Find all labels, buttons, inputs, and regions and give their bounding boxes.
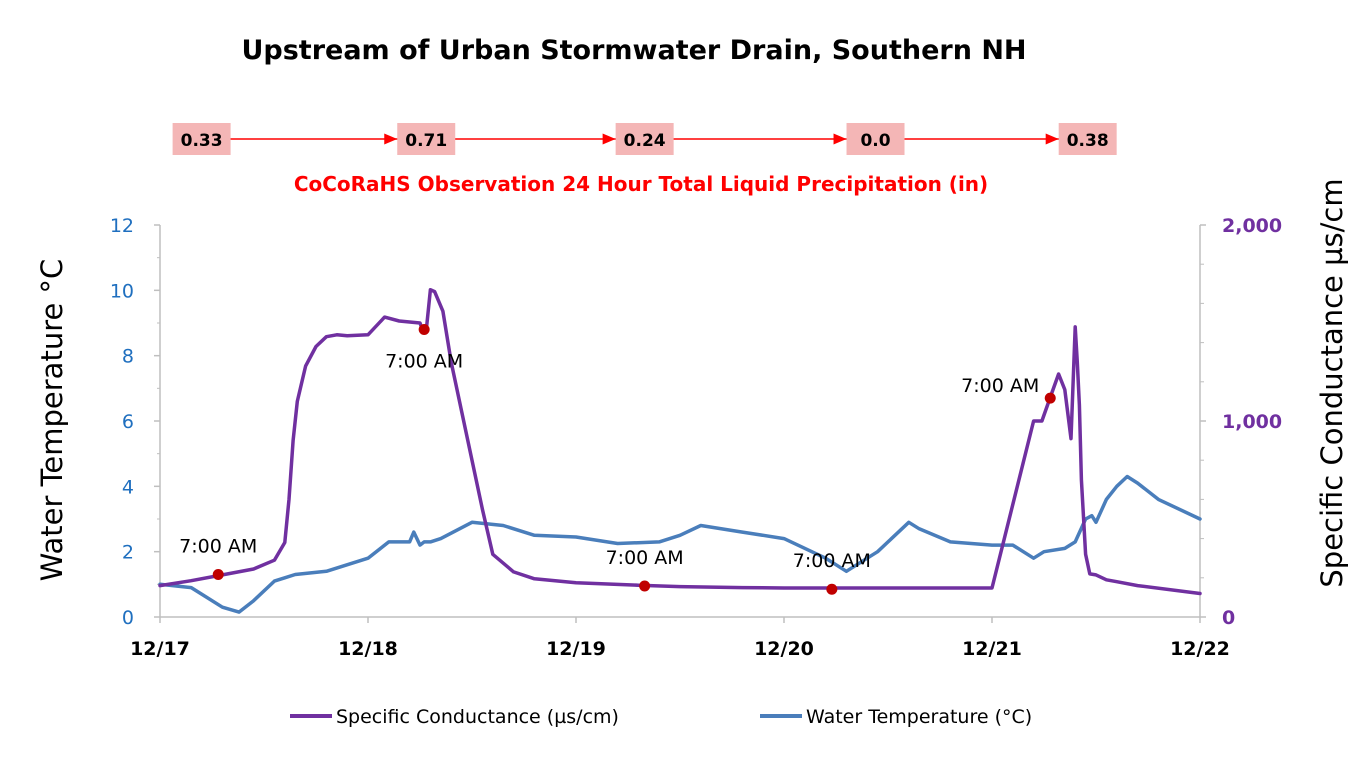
observation-label: 7:00 AM: [961, 375, 1039, 397]
y-axis-title: Water Temperature °C: [35, 259, 69, 582]
observation-label: 7:00 AM: [606, 547, 684, 569]
precip-arrowhead: [602, 133, 616, 145]
y2-axis-title: Specific Conductance µs/cm: [1315, 178, 1349, 587]
observation-dot: [418, 324, 430, 336]
annotations: 7:00 AM 7:00 AM 7:00 AM 7:00 AM 7:00 AM: [179, 324, 1056, 595]
x-tick-label: 12/22: [1170, 638, 1230, 660]
x-tick-label: 12/19: [546, 638, 606, 660]
x-tick-label: 12/18: [338, 638, 398, 660]
precip-box: [615, 123, 674, 155]
legend-label-conductance: Specific Conductance (µs/cm): [336, 706, 619, 728]
legend-label-temperature: Water Temperature (°C): [806, 706, 1032, 728]
precipitation-row: 0.33 0.71 0.24 0.0 0.38: [172, 123, 1117, 155]
observation-dot: [826, 583, 838, 595]
y-tick-label: 6: [122, 411, 134, 433]
x-tick-label: 12/20: [754, 638, 814, 660]
axes: 0 2 4 6 8 10 12 0 1,000 2,000 12/17 12/18 12/19 12/20…: [110, 215, 1282, 660]
precip-title: CoCoRaHS Observation 24 Hour Total Liqui…: [294, 172, 988, 196]
precip-arrowhead: [833, 133, 847, 145]
y-tick-label: 0: [122, 607, 134, 629]
conductance-line: [158, 287, 1202, 596]
y-tick-label: 4: [122, 476, 134, 498]
precip-value: 0.33: [181, 131, 223, 151]
observation-dot: [212, 569, 224, 581]
precip-box: [846, 123, 905, 155]
y2-tick-label: 1,000: [1222, 411, 1282, 433]
temperature-line: [158, 474, 1202, 614]
y-tick-label: 8: [122, 346, 134, 368]
precip-value: 0.0: [860, 131, 890, 151]
chart-title: Upstream of Urban Stormwater Drain, Sout…: [241, 35, 1026, 66]
legend: Specific Conductance (µs/cm) Water Tempe…: [290, 706, 1032, 728]
precip-box: [172, 123, 231, 155]
precip-value: 0.38: [1067, 131, 1109, 151]
observation-dot: [639, 580, 651, 592]
precip-value: 0.24: [624, 131, 666, 151]
y2-tick-label: 2,000: [1222, 215, 1282, 237]
precip-box: [1058, 123, 1117, 155]
observation-dot: [1044, 392, 1056, 404]
observation-label: 7:00 AM: [793, 550, 871, 572]
precip-box: [397, 123, 456, 155]
y-tick-label: 2: [122, 542, 134, 564]
y2-tick-label: 0: [1222, 607, 1235, 629]
y-tick-label: 10: [110, 280, 134, 302]
observation-label: 7:00 AM: [385, 351, 463, 373]
observation-label: 7:00 AM: [179, 536, 257, 558]
y-tick-label: 12: [110, 215, 134, 237]
x-tick-label: 12/21: [962, 638, 1022, 660]
precip-arrowhead: [1045, 133, 1059, 145]
x-tick-label: 12/17: [130, 638, 190, 660]
series-group: [158, 287, 1202, 614]
precip-value: 0.71: [405, 131, 447, 151]
precip-arrowhead: [384, 133, 398, 145]
